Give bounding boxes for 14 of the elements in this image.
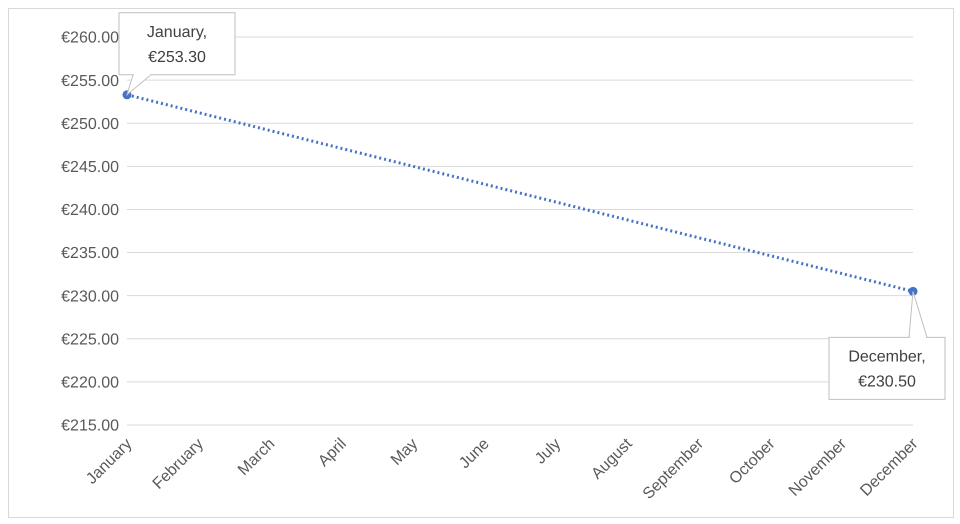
y-tick-label: €250.00	[61, 116, 120, 133]
y-tick-label: €260.00	[61, 30, 120, 47]
y-tick-label: €230.00	[61, 288, 120, 306]
x-tick-label: May	[388, 435, 422, 469]
y-tick-label: €220.00	[61, 374, 120, 392]
y-tick-label: €215.00	[61, 418, 120, 435]
y-tick-label: €245.00	[61, 159, 120, 176]
y-tick-label: €225.00	[61, 331, 120, 348]
annotation: January, €253.30	[146, 24, 208, 66]
annotation: December, €230.50	[848, 348, 926, 390]
x-tick-label: July	[532, 435, 564, 468]
y-tick-label: €235.00	[61, 245, 120, 262]
y-tick-label: €240.00	[61, 202, 120, 220]
y-tick-label: €255.00	[61, 72, 120, 90]
